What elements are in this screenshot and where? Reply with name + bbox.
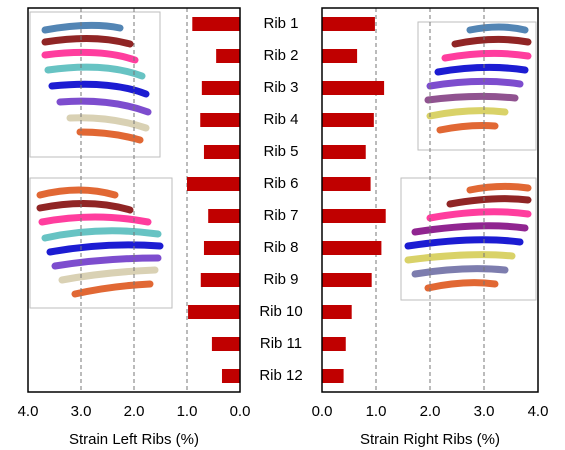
bar [322,17,375,31]
bar [221,369,240,383]
bar [203,145,240,159]
bar [322,241,382,255]
bar [322,369,344,383]
x-tick-label: 4.0 [528,403,549,420]
x-tick-label: 4.0 [18,403,39,420]
category-label: Rib 6 [263,175,298,192]
bar [322,145,366,159]
bar [203,241,240,255]
bar [322,337,346,351]
bar [216,49,240,63]
x-tick-label: 3.0 [474,403,495,420]
category-label: Rib 1 [263,15,298,32]
category-label: Rib 10 [259,303,302,320]
x-tick-label: 0.0 [230,403,251,420]
category-label: Rib 4 [263,111,298,128]
bar [188,305,240,319]
x-tick-label: 0.0 [312,403,333,420]
bar [200,113,240,127]
x-axis-label: Strain Left Ribs (%) [69,431,199,448]
category-label: Rib 3 [263,79,298,96]
x-tick-label: 1.0 [366,403,387,420]
rib-image [417,21,537,151]
bar [322,49,358,63]
bar [192,17,240,31]
category-label: Rib 5 [263,143,298,160]
category-label: Rib 11 [260,335,302,352]
bar [200,273,240,287]
x-tick-label: 2.0 [420,403,441,420]
category-label: Rib 9 [263,271,298,288]
rib-image [29,177,173,309]
category-label: Rib 7 [263,207,298,224]
bar [187,177,240,191]
bar [322,305,352,319]
x-tick-label: 3.0 [71,403,92,420]
x-tick-label: 2.0 [124,403,145,420]
axis-frame [27,7,241,393]
category-label: Rib 12 [259,367,302,384]
x-tick-label: 1.0 [177,403,198,420]
rib-image [29,11,161,158]
bar [322,113,374,127]
bar [322,273,372,287]
bar [322,81,385,95]
plot-area: 4.0 3.0 2.0 1.0 0.0 Strain Left Ribs (%) 0.0 1.… [18,7,549,448]
axis-frame [321,7,539,393]
bar [322,177,371,191]
x-axis-label: Strain Right Ribs (%) [360,431,500,448]
bar [322,209,386,223]
rib-image [400,177,537,301]
bar [208,209,240,223]
category-label: Rib 8 [263,239,298,256]
bar [211,337,240,351]
rib-illustrations [29,11,537,309]
bar [201,81,240,95]
category-label: Rib 2 [263,47,298,64]
